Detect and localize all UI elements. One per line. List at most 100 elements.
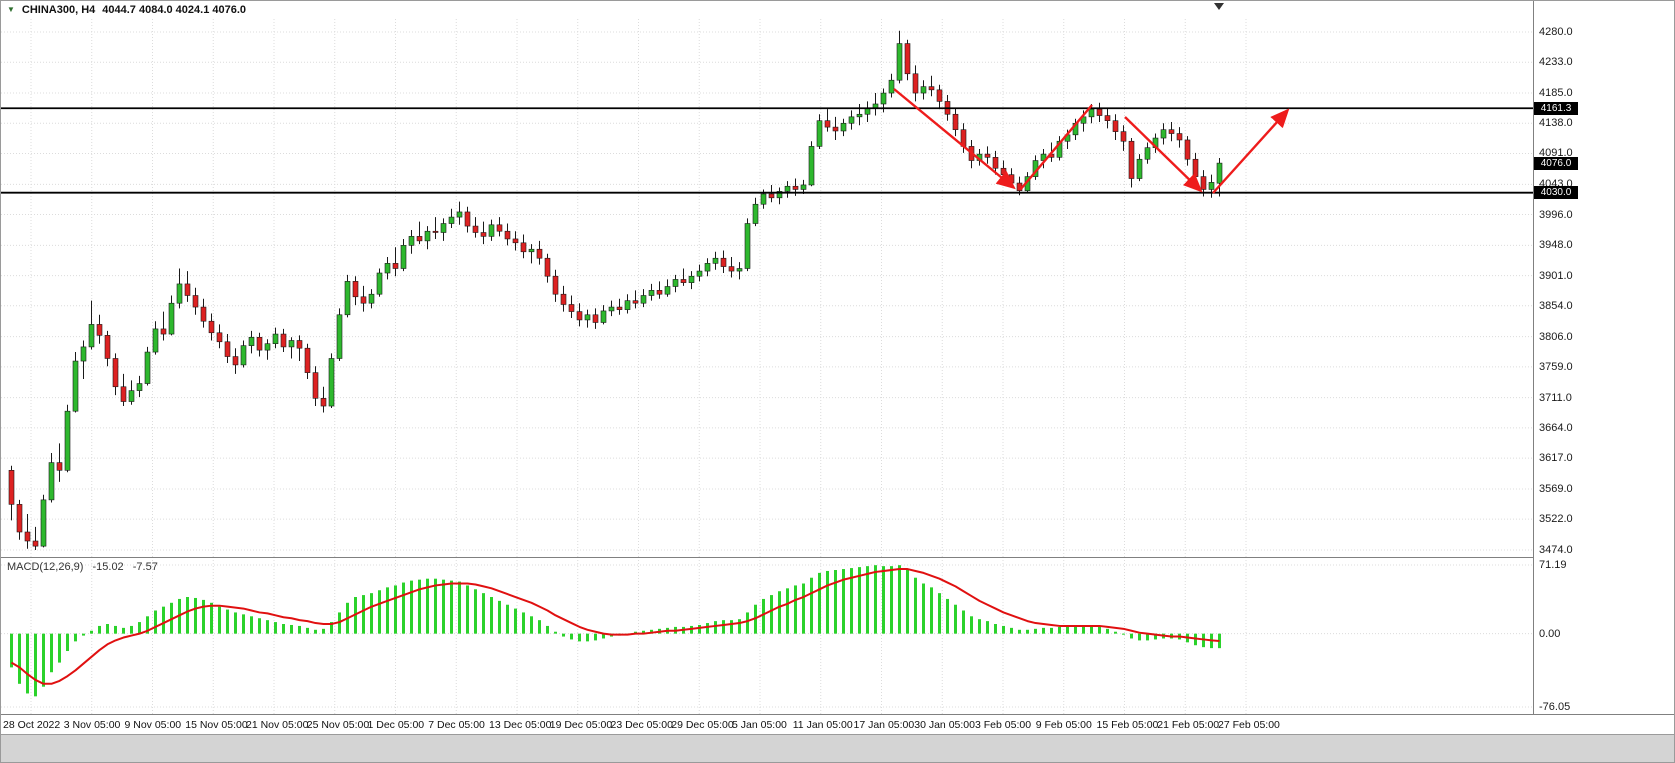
bottom-scrollbar[interactable]	[1, 734, 1674, 762]
macd-bar	[946, 598, 949, 634]
date-label: 7 Dec 05:00	[428, 719, 485, 731]
candle-body	[488, 224, 495, 237]
date-label: 15 Nov 05:00	[185, 719, 248, 731]
candle-body	[208, 320, 215, 334]
candle-body	[808, 146, 815, 186]
macd-label: MACD(12,26,9) -15.02 -7.57	[7, 561, 164, 573]
candle-body	[440, 223, 447, 233]
candle-body	[1184, 139, 1191, 160]
macd-bar	[26, 633, 29, 694]
candle-body	[952, 113, 959, 130]
date-label: 21 Feb 05:00	[1157, 719, 1220, 731]
price-tick-label: 3711.0	[1539, 391, 1572, 404]
price-tick-label: 4091.0	[1539, 147, 1573, 160]
candle-body	[56, 462, 63, 471]
candle-body	[88, 324, 95, 348]
candle-body	[264, 343, 271, 351]
candle-body	[856, 113, 863, 118]
trend-arrow[interactable]	[1019, 104, 1093, 191]
candle-body	[824, 120, 831, 128]
macd-bar	[834, 570, 837, 634]
price-tick-label: 4280.0	[1539, 26, 1573, 38]
macd-bar	[490, 597, 493, 634]
candle-body	[1096, 108, 1103, 116]
macd-bar	[1122, 633, 1125, 635]
candle-body	[744, 223, 751, 269]
candle-body	[1136, 158, 1143, 179]
candle-body	[240, 345, 247, 366]
macd-panel[interactable]	[1, 557, 1533, 714]
date-label: 25 Nov 05:00	[306, 719, 370, 731]
candle-body	[520, 242, 527, 253]
candle-body	[784, 185, 791, 192]
candle-body	[512, 238, 519, 244]
price-chart[interactable]	[1, 19, 1533, 557]
macd-bar	[330, 622, 333, 634]
resistance-price-tag: 4161.3	[1534, 101, 1578, 115]
candle-body	[24, 531, 31, 542]
macd-bar	[522, 612, 525, 634]
macd-bar	[122, 627, 125, 634]
price-tick-label: 3617.0	[1539, 452, 1573, 465]
macd-bar	[978, 619, 981, 634]
candle-body	[688, 275, 695, 283]
macd-bar	[698, 624, 701, 634]
macd-bar	[202, 599, 205, 634]
macd-bar	[474, 589, 477, 634]
candle-body	[48, 462, 55, 501]
candle-body	[296, 340, 303, 349]
candle-body	[360, 296, 367, 304]
candle-body	[608, 306, 615, 312]
candle-body	[112, 358, 119, 388]
candle-body	[480, 232, 487, 237]
macd-bar	[306, 627, 309, 634]
trend-arrow[interactable]	[1212, 108, 1290, 194]
candle-body	[352, 281, 359, 298]
candle-body	[288, 340, 295, 348]
macd-bar	[794, 585, 797, 634]
macd-bar	[226, 609, 229, 634]
trend-arrow[interactable]	[1124, 116, 1203, 193]
macd-bar	[18, 633, 21, 684]
macd-bar	[994, 624, 997, 634]
macd-bar	[274, 622, 277, 634]
price-axis[interactable]: 4280.0 4233.0 4185.0 4138.0 4091.0 4043.0 3996…	[1533, 1, 1674, 734]
candle-body	[584, 314, 591, 321]
macd-bar	[1058, 626, 1061, 634]
panel-separator[interactable]	[1, 557, 1674, 558]
candle-body	[704, 263, 711, 272]
candle-body	[1056, 140, 1063, 158]
candle-body	[384, 263, 391, 274]
candle-body	[176, 283, 183, 304]
macd-bar	[466, 585, 469, 634]
date-label: 30 Jan 05:00	[914, 719, 975, 731]
candle-body	[128, 390, 135, 402]
date-label: 9 Nov 05:00	[124, 719, 182, 731]
macd-bar	[394, 585, 397, 634]
macd-bar	[970, 616, 973, 634]
date-axis[interactable]: 28 Oct 2022 3 Nov 05:00 9 Nov 05:00 15 Nov …	[1, 714, 1674, 735]
macd-bar	[402, 582, 405, 634]
candle-body	[712, 257, 719, 264]
macd-bar	[930, 587, 933, 634]
candle-body	[1112, 120, 1119, 132]
date-label: 3 Feb 05:00	[975, 719, 1032, 731]
candle-body	[1168, 129, 1175, 134]
date-label: 28 Oct 2022	[3, 719, 61, 731]
price-tick-label: 3474.0	[1539, 544, 1573, 556]
macd-bar	[738, 619, 741, 634]
trend-arrow[interactable]	[893, 88, 1016, 190]
macd-bar	[714, 621, 717, 634]
candle-body	[1192, 158, 1199, 177]
candle-body	[920, 86, 927, 94]
macd-bar	[1034, 628, 1037, 634]
price-tick-label: 3664.0	[1539, 421, 1573, 434]
macd-bar	[42, 633, 45, 687]
macd-bar	[858, 567, 861, 634]
date-label: 11 Jan 05:00	[792, 719, 853, 731]
macd-tick-label: 0.00	[1539, 627, 1561, 640]
macd-bar	[954, 604, 957, 634]
macd-bar	[866, 566, 869, 634]
macd-bar	[242, 614, 245, 634]
macd-bar	[562, 633, 565, 637]
